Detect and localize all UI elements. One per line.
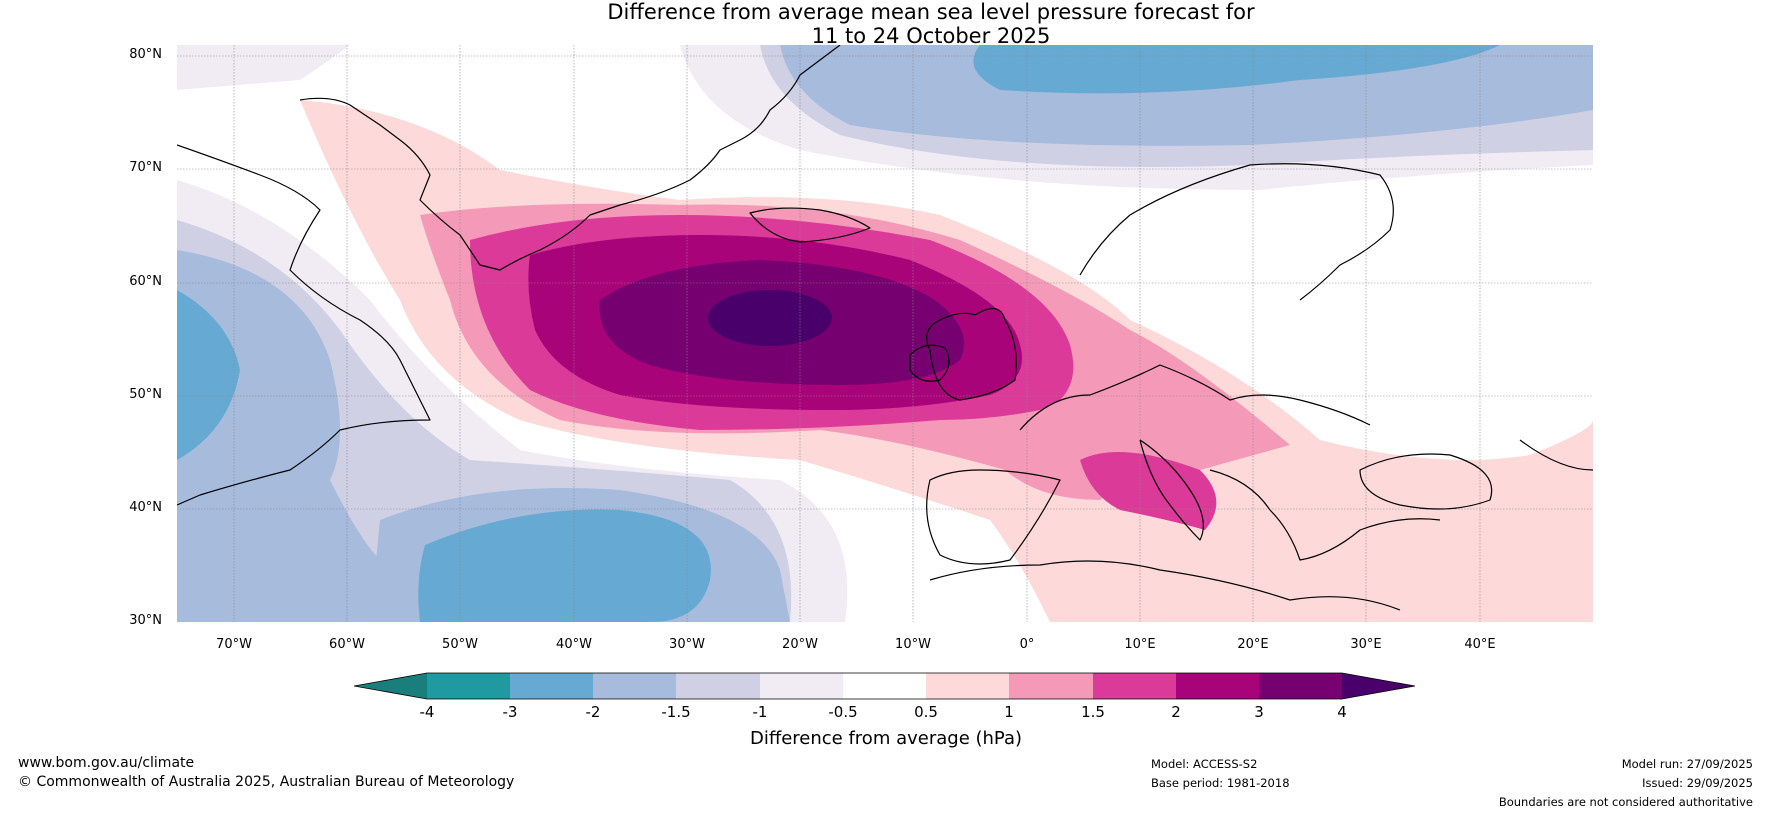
colorbar-bin-2 [510, 673, 593, 699]
colorbar-bin-4 [676, 673, 760, 699]
colorbar-tick-minus-3: -3 [502, 703, 518, 721]
colorbar-bin-5 [760, 673, 843, 699]
lat-label-30n: 30°N [129, 613, 162, 628]
coastlines [177, 45, 1593, 611]
middle-east-coast [1519, 439, 1593, 471]
colorbar-extend-high [1342, 673, 1415, 699]
ireland-coast [909, 344, 950, 382]
footer-copyright: © Commonwealth of Australia 2025, Austra… [18, 774, 515, 790]
contour-plus-1.5-italy [1080, 452, 1217, 530]
lon-label-40e: 40°E [1464, 637, 1496, 652]
colorbar-tick-3: 3 [1254, 703, 1264, 721]
colorbar-tick-minus-0.5: -0.5 [828, 703, 858, 721]
lon-label-50w: 50°W [442, 637, 478, 652]
italy-coast [1139, 439, 1204, 541]
colorbar-bin-6 [843, 673, 926, 699]
lon-label-60w: 60°W [329, 637, 365, 652]
map-area [177, 45, 1593, 622]
colorbar-tick-minus-2: -2 [585, 703, 601, 721]
footer-disclaimer: Boundaries are not considered authoritat… [1498, 795, 1753, 809]
lat-label-50n: 50°N [129, 387, 162, 402]
iceland-coast [749, 207, 871, 243]
lon-label-40w: 40°W [556, 637, 592, 652]
british-isles-coast [926, 308, 1017, 401]
colorbar-bin-3 [593, 673, 676, 699]
footer-base-period: Base period: 1981-2018 [1151, 776, 1290, 790]
scandinavia-coast [1079, 163, 1394, 301]
footer-model: Model: ACCESS-S2 [1151, 757, 1258, 771]
lon-label-0: 0° [1019, 637, 1035, 652]
contour-plus-4-centre [708, 290, 832, 346]
black-sea-coast [1359, 453, 1493, 510]
lat-label-40n: 40°N [129, 500, 162, 515]
map-title: Difference from average mean sea level p… [0, 0, 1770, 48]
greenland-coast [299, 45, 841, 271]
contour-north-minus-2 [973, 45, 1500, 94]
colorbar-tick-minus-4: -4 [419, 703, 435, 721]
lon-label-10w: 10°W [895, 637, 931, 652]
footer-model-run: Model run: 27/09/2025 [1621, 757, 1753, 771]
lon-label-30e: 30°E [1350, 637, 1382, 652]
title-line-1: Difference from average mean sea level p… [607, 0, 1255, 24]
lon-label-10e: 10°E [1124, 637, 1156, 652]
colorbar [353, 672, 1416, 700]
colorbar-bin-7 [926, 673, 1009, 699]
colorbar-outline [353, 672, 1416, 700]
colorbar-bin-8 [1009, 673, 1093, 699]
balkans-greece-coast [1209, 469, 1441, 561]
lon-label-30w: 30°W [669, 637, 705, 652]
title-line-2: 11 to 24 October 2025 [811, 24, 1051, 48]
lon-label-20e: 20°E [1237, 637, 1269, 652]
colorbar-label: Difference from average (hPa) [749, 728, 1023, 749]
negative-anomaly-regions [177, 45, 1593, 622]
colorbar-tick-2: 2 [1171, 703, 1181, 721]
lon-label-70w: 70°W [216, 637, 252, 652]
contour-s-minus-2 [418, 509, 711, 622]
colorbar-tick-0.5: 0.5 [914, 703, 938, 721]
colorbar-tick-4: 4 [1337, 703, 1347, 721]
colorbar-bin-9 [1093, 673, 1176, 699]
graticule [177, 45, 1593, 622]
lon-label-20w: 20°W [782, 637, 818, 652]
colorbar-tick-minus-1: -1 [752, 703, 768, 721]
positive-anomaly-regions [300, 100, 1593, 622]
lat-label-70n: 70°N [129, 160, 162, 175]
iberia-coast [926, 469, 1061, 565]
colorbar-tick-1: 1 [1004, 703, 1014, 721]
europe-coast [1019, 364, 1371, 431]
lat-label-80n: 80°N [129, 47, 162, 62]
colorbar-extend-low [354, 673, 427, 699]
colorbar-tick-1.5: 1.5 [1081, 703, 1105, 721]
contour-w-minus-2 [177, 290, 240, 460]
north-africa-coast [929, 560, 1401, 611]
footer-website-link[interactable]: www.bom.gov.au/climate [18, 755, 195, 771]
colorbar-tick-minus-1.5: -1.5 [661, 703, 691, 721]
colorbar-bin-1 [427, 673, 510, 699]
lat-label-60n: 60°N [129, 274, 162, 289]
colorbar-bin-10 [1176, 673, 1259, 699]
canada-coast [177, 144, 431, 506]
footer-issued: Issued: 29/09/2025 [1642, 776, 1753, 790]
colorbar-bin-11 [1259, 673, 1342, 699]
